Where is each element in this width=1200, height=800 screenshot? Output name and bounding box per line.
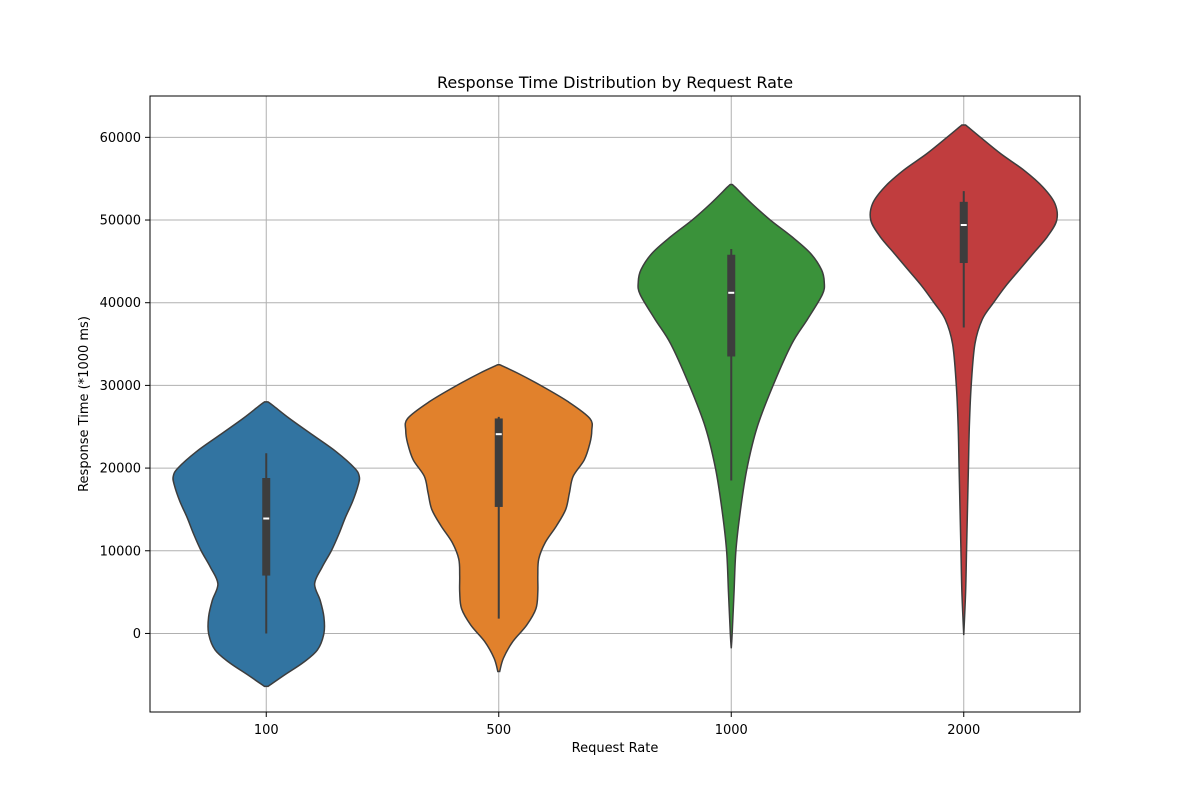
x-tick-label: 1000: [715, 723, 748, 738]
y-tick-label: 50000: [100, 214, 141, 229]
x-axis-label: Request Rate: [572, 741, 659, 756]
tick-layer: 0 10000 20000 30000 40000 50000 60000 100 500 100…: [100, 131, 981, 738]
plot-frame: [149, 95, 1081, 713]
iqr-box-500: [494, 418, 503, 507]
chart-title: Response Time Distribution by Request Ra…: [437, 73, 793, 92]
y-tick-label: 60000: [100, 131, 141, 146]
y-tick-label: 30000: [100, 379, 141, 394]
y-tick-label: 10000: [100, 544, 141, 559]
x-tick-label: 100: [254, 723, 279, 738]
x-tick-label: 2000: [947, 723, 980, 738]
y-axis-label: Response Time (*1000 ms): [77, 316, 92, 492]
iqr-box-2000: [959, 201, 968, 264]
violin-layer: [172, 124, 1059, 688]
y-tick-label: 20000: [100, 462, 141, 477]
iqr-box-1000: [727, 254, 736, 357]
x-tick-label: 500: [486, 723, 511, 738]
y-tick-label: 0: [133, 627, 141, 642]
iqr-box-100: [262, 478, 271, 576]
y-tick-label: 40000: [100, 296, 141, 311]
violin-body-2000: [869, 124, 1059, 636]
